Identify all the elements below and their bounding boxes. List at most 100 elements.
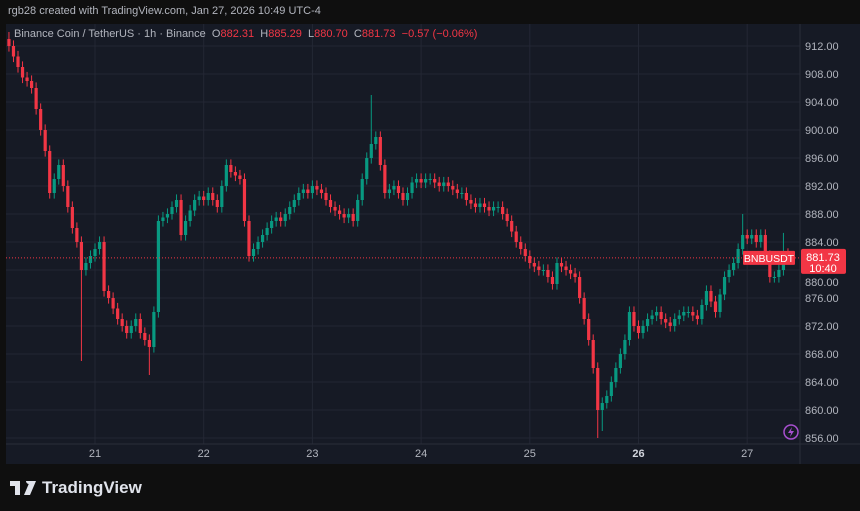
candle-body bbox=[392, 186, 396, 190]
candle-body bbox=[274, 217, 278, 221]
candle-body bbox=[510, 221, 514, 232]
candle-body bbox=[52, 179, 56, 193]
candle-body bbox=[206, 193, 210, 200]
candle-body bbox=[288, 207, 292, 214]
current-price-badge[interactable] bbox=[801, 248, 846, 274]
candle-body bbox=[655, 312, 659, 316]
candle-body bbox=[428, 179, 432, 180]
candle-body bbox=[519, 242, 523, 249]
candle-body bbox=[84, 263, 88, 270]
candle-body bbox=[591, 340, 595, 368]
price-tick-label: 908.00 bbox=[805, 69, 839, 81]
candle-body bbox=[713, 301, 718, 312]
candle-body bbox=[668, 322, 672, 326]
candle-body bbox=[170, 207, 174, 214]
candle-body bbox=[211, 193, 215, 200]
candle-body bbox=[374, 137, 378, 144]
low-label: L bbox=[308, 28, 315, 40]
candle-body bbox=[183, 221, 188, 235]
candle-body bbox=[301, 189, 305, 193]
candle-body bbox=[736, 249, 740, 263]
candle-body bbox=[777, 270, 781, 277]
tradingview-logo[interactable]: TradingView bbox=[10, 478, 142, 498]
change-value: −0.57 (−0.06%) bbox=[401, 28, 478, 40]
candle-body bbox=[641, 326, 645, 333]
candle-body bbox=[161, 217, 165, 221]
candle-body bbox=[464, 193, 468, 200]
candle-body bbox=[559, 263, 564, 267]
candle-body bbox=[700, 305, 704, 319]
candle-body bbox=[741, 235, 745, 249]
candlestick-chart[interactable]: 912.00 908.00 904.00 900.00 896.00 892.00 888.… bbox=[0, 0, 860, 470]
candle-body bbox=[582, 298, 586, 319]
candle-body bbox=[410, 182, 414, 193]
candle-body bbox=[256, 242, 260, 249]
candle-body bbox=[460, 193, 464, 194]
candle-body bbox=[383, 165, 387, 193]
candle-body bbox=[618, 354, 622, 368]
price-tick-label: 860.00 bbox=[805, 405, 839, 417]
candle-body bbox=[401, 193, 405, 200]
candle-body bbox=[310, 186, 314, 193]
candle-body bbox=[387, 189, 391, 193]
candle-body bbox=[356, 200, 360, 221]
candle-body bbox=[419, 179, 423, 183]
candle-body bbox=[605, 396, 609, 403]
candle-body bbox=[550, 277, 555, 284]
candle-body bbox=[528, 256, 532, 263]
candle-body bbox=[247, 221, 251, 256]
candle-body bbox=[523, 249, 527, 256]
lightning-icon[interactable] bbox=[783, 424, 799, 440]
price-tick-label: 896.00 bbox=[805, 153, 839, 165]
candle-body bbox=[147, 340, 151, 347]
candle-body bbox=[57, 165, 61, 179]
low-value: 880.70 bbox=[314, 28, 348, 40]
candle-body bbox=[224, 165, 228, 186]
candle-body bbox=[337, 210, 342, 214]
symbol-title: Binance Coin / TetherUS · 1h · Binance bbox=[14, 28, 206, 40]
candle-body bbox=[636, 326, 641, 333]
candle-body bbox=[532, 263, 536, 267]
candle-body bbox=[215, 200, 219, 207]
candle-body bbox=[297, 193, 301, 200]
chart-area[interactable] bbox=[6, 24, 860, 464]
candle-body bbox=[165, 214, 170, 218]
candle-body bbox=[342, 214, 346, 218]
candle-body bbox=[242, 179, 247, 221]
candle-body bbox=[727, 270, 731, 277]
candle-body bbox=[469, 200, 473, 204]
candle-body bbox=[79, 242, 84, 270]
price-tick-label: 884.00 bbox=[805, 237, 839, 249]
candle-body bbox=[433, 179, 437, 183]
candle-body bbox=[378, 137, 382, 165]
candle-body bbox=[645, 319, 650, 326]
candle-body bbox=[324, 193, 328, 200]
candle-body bbox=[265, 228, 269, 235]
candle-body bbox=[763, 235, 767, 256]
candle-body bbox=[496, 207, 500, 208]
candle-body bbox=[292, 200, 296, 207]
candle-body bbox=[614, 368, 618, 382]
candle-body bbox=[97, 242, 102, 249]
candle-body bbox=[718, 294, 722, 312]
current-price-value: 881.73 bbox=[806, 252, 840, 264]
candle-body bbox=[673, 319, 677, 326]
candle-body bbox=[25, 77, 29, 81]
candle-body bbox=[197, 196, 201, 200]
candle-body bbox=[446, 182, 450, 186]
candle-body bbox=[75, 228, 79, 242]
candle-body bbox=[587, 319, 591, 340]
candle-body bbox=[695, 315, 699, 319]
candle-body bbox=[732, 263, 736, 270]
candle-body bbox=[722, 277, 727, 295]
candle-body bbox=[7, 39, 11, 46]
candle-body bbox=[664, 319, 668, 323]
high-label: H bbox=[260, 28, 269, 40]
candle-body bbox=[546, 270, 550, 277]
candle-body bbox=[20, 67, 25, 78]
candle-body bbox=[455, 189, 459, 193]
candle-body bbox=[600, 403, 604, 410]
tradingview-logo-icon bbox=[10, 481, 36, 495]
candle-body bbox=[120, 319, 124, 326]
close-value: 881.73 bbox=[361, 28, 396, 40]
